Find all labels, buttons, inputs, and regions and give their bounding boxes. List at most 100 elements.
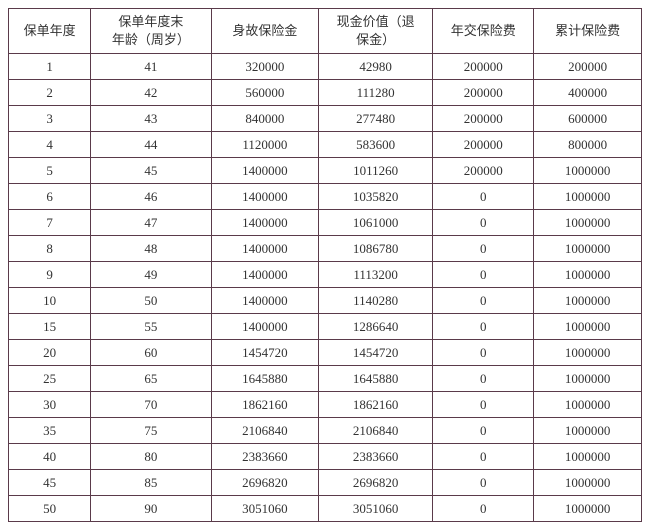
cell-cash_value: 583600 xyxy=(319,132,433,158)
table-row: 8481400000108678001000000 xyxy=(9,236,642,262)
cell-cash_value: 42980 xyxy=(319,54,433,80)
cell-cash_value: 2106840 xyxy=(319,418,433,444)
cell-policy_year: 20 xyxy=(9,340,91,366)
cell-age_end: 42 xyxy=(91,80,211,106)
cell-age_end: 65 xyxy=(91,366,211,392)
cell-age_end: 43 xyxy=(91,106,211,132)
cell-age_end: 75 xyxy=(91,418,211,444)
cell-annual_premium: 0 xyxy=(433,392,534,418)
table-row: 25651645880164588001000000 xyxy=(9,366,642,392)
header-annual-premium: 年交保险费 xyxy=(433,9,534,54)
table-row: 9491400000111320001000000 xyxy=(9,262,642,288)
cell-death_benefit: 1400000 xyxy=(211,210,319,236)
cell-cash_value: 1140280 xyxy=(319,288,433,314)
cell-cumulative_premium: 1000000 xyxy=(534,496,642,522)
cell-policy_year: 2 xyxy=(9,80,91,106)
cell-cumulative_premium: 1000000 xyxy=(534,262,642,288)
cell-policy_year: 4 xyxy=(9,132,91,158)
cell-age_end: 50 xyxy=(91,288,211,314)
cell-age_end: 41 xyxy=(91,54,211,80)
cell-policy_year: 6 xyxy=(9,184,91,210)
cell-death_benefit: 1400000 xyxy=(211,236,319,262)
cell-annual_premium: 0 xyxy=(433,184,534,210)
cell-age_end: 90 xyxy=(91,496,211,522)
cell-cumulative_premium: 400000 xyxy=(534,80,642,106)
table-row: 7471400000106100001000000 xyxy=(9,210,642,236)
cell-death_benefit: 840000 xyxy=(211,106,319,132)
cell-cumulative_premium: 800000 xyxy=(534,132,642,158)
cell-death_benefit: 1400000 xyxy=(211,184,319,210)
cell-cumulative_premium: 1000000 xyxy=(534,392,642,418)
table-row: 343840000277480200000600000 xyxy=(9,106,642,132)
cell-annual_premium: 0 xyxy=(433,236,534,262)
table-row: 545140000010112602000001000000 xyxy=(9,158,642,184)
cell-annual_premium: 200000 xyxy=(433,80,534,106)
table-row: 14132000042980200000200000 xyxy=(9,54,642,80)
cell-cumulative_premium: 1000000 xyxy=(534,314,642,340)
cell-age_end: 55 xyxy=(91,314,211,340)
cell-cash_value: 1113200 xyxy=(319,262,433,288)
cell-policy_year: 3 xyxy=(9,106,91,132)
cell-age_end: 46 xyxy=(91,184,211,210)
cell-policy_year: 15 xyxy=(9,314,91,340)
cell-cumulative_premium: 1000000 xyxy=(534,184,642,210)
cell-policy_year: 30 xyxy=(9,392,91,418)
cell-annual_premium: 0 xyxy=(433,288,534,314)
cell-death_benefit: 1645880 xyxy=(211,366,319,392)
cell-cash_value: 2383660 xyxy=(319,444,433,470)
cell-death_benefit: 1454720 xyxy=(211,340,319,366)
header-death-benefit: 身故保险金 xyxy=(211,9,319,54)
cell-cumulative_premium: 1000000 xyxy=(534,158,642,184)
insurance-table: 保单年度 保单年度末年龄（周岁） 身故保险金 现金价值（退保金） 年交保险费 累… xyxy=(8,8,642,522)
table-row: 6461400000103582001000000 xyxy=(9,184,642,210)
table-row: 45852696820269682001000000 xyxy=(9,470,642,496)
cell-cash_value: 1035820 xyxy=(319,184,433,210)
table-row: 10501400000114028001000000 xyxy=(9,288,642,314)
cell-annual_premium: 0 xyxy=(433,418,534,444)
cell-cumulative_premium: 1000000 xyxy=(534,210,642,236)
header-policy-year: 保单年度 xyxy=(9,9,91,54)
cell-policy_year: 50 xyxy=(9,496,91,522)
cell-policy_year: 8 xyxy=(9,236,91,262)
cell-cumulative_premium: 1000000 xyxy=(534,444,642,470)
cell-age_end: 80 xyxy=(91,444,211,470)
cell-annual_premium: 0 xyxy=(433,470,534,496)
cell-death_benefit: 2383660 xyxy=(211,444,319,470)
table-row: 35752106840210684001000000 xyxy=(9,418,642,444)
table-row: 4441120000583600200000800000 xyxy=(9,132,642,158)
cell-cash_value: 111280 xyxy=(319,80,433,106)
cell-death_benefit: 1400000 xyxy=(211,158,319,184)
cell-age_end: 60 xyxy=(91,340,211,366)
cell-annual_premium: 200000 xyxy=(433,54,534,80)
cell-cumulative_premium: 1000000 xyxy=(534,470,642,496)
cell-annual_premium: 200000 xyxy=(433,132,534,158)
table-row: 15551400000128664001000000 xyxy=(9,314,642,340)
cell-annual_premium: 0 xyxy=(433,340,534,366)
cell-policy_year: 35 xyxy=(9,418,91,444)
header-cash-value: 现金价值（退保金） xyxy=(319,9,433,54)
cell-age_end: 48 xyxy=(91,236,211,262)
cell-cash_value: 3051060 xyxy=(319,496,433,522)
cell-cumulative_premium: 1000000 xyxy=(534,418,642,444)
cell-death_benefit: 320000 xyxy=(211,54,319,80)
cell-policy_year: 25 xyxy=(9,366,91,392)
cell-annual_premium: 200000 xyxy=(433,158,534,184)
cell-cumulative_premium: 600000 xyxy=(534,106,642,132)
cell-annual_premium: 0 xyxy=(433,444,534,470)
cell-cash_value: 1454720 xyxy=(319,340,433,366)
cell-annual_premium: 0 xyxy=(433,366,534,392)
cell-cash_value: 277480 xyxy=(319,106,433,132)
cell-policy_year: 45 xyxy=(9,470,91,496)
cell-age_end: 47 xyxy=(91,210,211,236)
cell-death_benefit: 560000 xyxy=(211,80,319,106)
cell-policy_year: 1 xyxy=(9,54,91,80)
table-row: 30701862160186216001000000 xyxy=(9,392,642,418)
header-age-end: 保单年度末年龄（周岁） xyxy=(91,9,211,54)
cell-age_end: 85 xyxy=(91,470,211,496)
cell-death_benefit: 1120000 xyxy=(211,132,319,158)
cell-cash_value: 1286640 xyxy=(319,314,433,340)
cell-policy_year: 10 xyxy=(9,288,91,314)
cell-cumulative_premium: 1000000 xyxy=(534,288,642,314)
table-row: 242560000111280200000400000 xyxy=(9,80,642,106)
cell-death_benefit: 1862160 xyxy=(211,392,319,418)
